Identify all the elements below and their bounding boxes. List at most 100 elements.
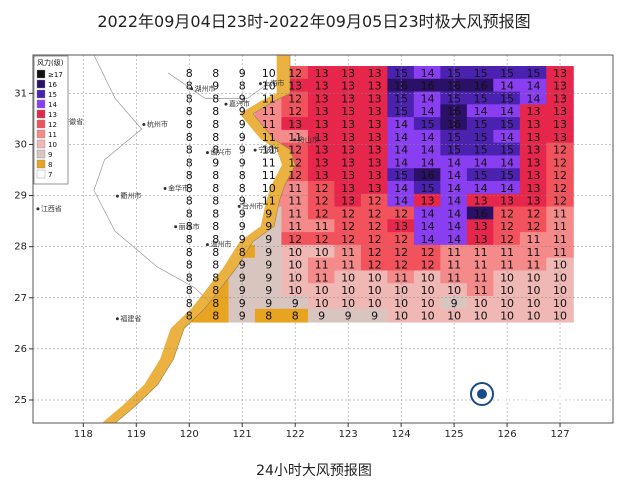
wind-cell: [334, 78, 362, 93]
wind-cell: [466, 232, 495, 246]
wind-value: 9: [239, 233, 246, 246]
wind-value: 12: [315, 182, 329, 195]
wind-value: 10: [553, 310, 567, 323]
wind-cell: [307, 232, 336, 246]
wind-cell: [281, 91, 309, 106]
wind-cell: [254, 232, 283, 246]
wind-value: 13: [527, 195, 541, 208]
city-label: 上海市: [263, 79, 284, 88]
wind-value: 13: [527, 131, 541, 144]
wind-value: 12: [394, 259, 408, 272]
wind-value: 8: [239, 169, 246, 182]
legend-swatch: [36, 169, 46, 179]
wind-value: 12: [368, 207, 382, 220]
wind-value: 14: [447, 220, 461, 233]
wind-value: 13: [527, 169, 541, 182]
city-label: 嘉兴市: [229, 99, 250, 108]
wind-value: 9: [265, 220, 272, 233]
wind-value: 13: [341, 144, 355, 157]
legend-label: 10: [48, 141, 57, 149]
wind-cell: [307, 142, 336, 157]
wind-cell: [307, 66, 336, 80]
wind-value: 14: [474, 182, 488, 195]
wind-value: 8: [239, 182, 246, 195]
land-area: [33, 55, 296, 423]
wind-value: 12: [341, 233, 355, 246]
city-marker: [36, 207, 40, 211]
wind-value: 15: [500, 92, 514, 105]
wind-value: 9: [265, 271, 272, 284]
wind-cell: [413, 219, 442, 234]
wind-value: 14: [394, 144, 408, 157]
wind-cell: [307, 308, 336, 323]
wind-cell: [334, 270, 362, 285]
wind-value: 14: [474, 105, 488, 118]
wind-value: 12: [368, 220, 382, 233]
city-label: 安徽省: [62, 117, 83, 126]
wind-value: 10: [500, 284, 514, 297]
wind-cell: [360, 129, 389, 144]
legend: 风力(级) ≥17 16 15 14 13 12 11 10 9 8 7: [33, 55, 69, 185]
city-label: 绍兴市: [210, 148, 231, 157]
wind-value: 12: [341, 207, 355, 220]
wind-cell: [493, 91, 521, 106]
wind-cell: [334, 206, 362, 221]
wind-value: 11: [315, 271, 329, 284]
legend-swatch: [36, 69, 46, 79]
wind-value: 12: [394, 246, 408, 259]
wind-value: 10: [447, 284, 461, 297]
wind-value: 8: [265, 310, 272, 323]
wind-value: 10: [394, 284, 408, 297]
wind-value: 11: [527, 246, 541, 259]
legend-swatch: [36, 129, 46, 139]
wind-value: 14: [394, 156, 408, 169]
wind-value: 13: [553, 92, 567, 105]
wind-cell: [360, 117, 389, 131]
wind-value: 8: [186, 310, 193, 323]
legend-title: 风力(级): [37, 58, 64, 67]
wind-cell: [334, 142, 362, 157]
wind-value: 14: [447, 207, 461, 220]
wind-value: 11: [447, 246, 461, 259]
wind-value: 12: [368, 233, 382, 246]
wind-value: 9: [239, 220, 246, 233]
wind-cell: [334, 155, 362, 170]
wind-value: 9: [239, 284, 246, 297]
wind-value: 8: [186, 259, 193, 272]
wind-value: 10: [527, 310, 541, 323]
wind-value: 13: [527, 182, 541, 195]
wind-cell: [466, 117, 495, 131]
wind-cell: [334, 91, 362, 106]
wind-cell: [281, 296, 309, 310]
wind-cell: [466, 193, 495, 208]
map-title: 2022年09月04日23时-2022年09月05日23时极大风预报图: [97, 12, 531, 31]
wind-value: 14: [421, 144, 435, 157]
wind-value: 9: [239, 144, 246, 157]
wind-cell: [440, 142, 468, 157]
wind-value: 10: [421, 284, 435, 297]
city-marker: [205, 151, 209, 155]
wind-cell: [440, 270, 468, 285]
wind-cell: [360, 296, 389, 310]
wind-cell: [281, 206, 309, 221]
wind-cell: [360, 91, 389, 106]
wind-value: 13: [474, 195, 488, 208]
city-marker: [174, 225, 178, 229]
city-label: 福建省: [120, 314, 141, 323]
wind-value: 12: [500, 233, 514, 246]
wind-value: 8: [186, 195, 193, 208]
wind-value: 13: [341, 169, 355, 182]
wind-cell: [360, 78, 389, 93]
wind-value: 8: [212, 169, 219, 182]
y-tick-label: 30: [14, 139, 27, 150]
wind-value: 9: [265, 259, 272, 272]
wind-cell: [413, 91, 442, 106]
y-tick-label: 27: [14, 293, 27, 304]
wind-value: 16: [474, 207, 488, 220]
wind-value: 12: [288, 105, 302, 118]
wind-cell: [281, 270, 309, 285]
wind-value: 9: [265, 207, 272, 220]
wind-value: 9: [239, 297, 246, 310]
wind-value: 12: [553, 156, 567, 169]
wind-cell: [307, 283, 336, 297]
